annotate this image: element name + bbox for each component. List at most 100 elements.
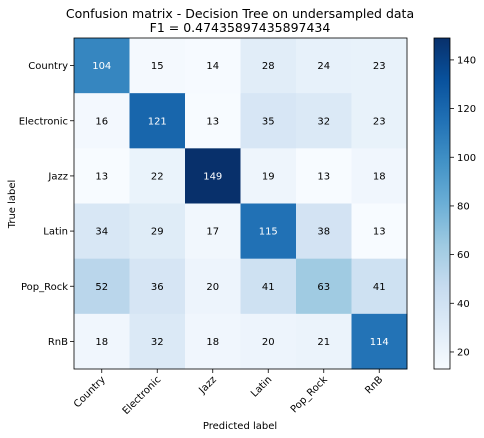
cell-value-label: 34 [95,227,108,238]
cell-value-label: 20 [262,337,275,348]
heatmap-cell [351,313,408,370]
heatmap-cell [74,313,130,370]
colorbar-tick-label: 40 [457,299,470,310]
y-axis-label: True label [7,180,18,230]
heatmap-cell [351,203,408,260]
heatmap-cell [240,203,297,260]
cell-value-label: 29 [151,227,164,238]
cell-value-label: 13 [373,227,386,238]
colorbar-tick-label: 120 [457,104,476,115]
heatmap-cell [129,93,186,149]
chart-title: Confusion matrix - Decision Tree on unde… [66,6,414,21]
heatmap-cell [129,148,186,204]
x-tick-label: Jazz [197,374,219,396]
heatmap-cell [240,38,297,94]
y-tick-label: Latin [43,227,68,238]
colorbar-tick-label: 140 [457,55,476,66]
cell-value-label: 20 [206,282,219,293]
cell-value-label: 149 [203,171,222,182]
heatmap-cell [240,93,297,149]
cell-value-label: 24 [317,61,330,72]
cell-value-label: 114 [370,337,389,348]
heatmap-cell [296,148,352,204]
plot-frame [73,37,408,370]
colorbar-tick-label: 80 [457,201,470,212]
cell-value-label: 63 [317,282,330,293]
heatmap-cell-labels: 104 15 14 28 24 23 16 121 13 35 32 23 13 22 149 19 13 18 3… [92,61,389,348]
heatmap-cell [296,93,352,149]
colorbar: 20 40 60 80 100 120 140 [433,37,476,370]
cell-value-label: 23 [373,116,386,127]
cell-value-label: 104 [92,61,111,72]
cell-value-label: 15 [151,61,164,72]
cell-value-label: 52 [95,282,108,293]
cell-value-label: 32 [151,337,164,348]
cell-value-label: 115 [259,227,278,238]
heatmap-cell [129,203,186,260]
cell-value-label: 18 [206,337,219,348]
heatmap-cell [185,313,241,370]
y-tick-label: Country [28,61,68,72]
x-tick-label: RnB [363,374,385,396]
heatmap-cell [74,93,130,149]
heatmap-cell [351,258,408,315]
cell-value-label: 17 [206,227,219,238]
heatmap-cell [351,93,408,149]
heatmap-cell [296,38,352,94]
x-axis-label: Predicted label [203,421,277,432]
heatmap-cell [129,38,186,94]
x-tick-label: Latin [249,374,274,399]
colorbar-ticks: 20 40 60 80 100 120 140 [450,55,476,358]
heatmap-cell [185,38,241,94]
cell-value-label: 18 [95,337,108,348]
colorbar-tick-label: 60 [457,250,470,261]
heatmap-cell [351,148,408,204]
heatmap-cell [74,148,130,204]
heatmap-cell [185,258,241,315]
heatmap-cell [185,148,241,204]
cell-value-label: 22 [151,171,164,182]
cell-value-label: 19 [262,171,275,182]
x-tick-label: Country [72,374,108,410]
y-tick-label: Pop_Rock [21,282,68,293]
cell-value-label: 14 [206,61,219,72]
cell-value-label: 121 [148,116,167,127]
x-tick-label: Pop_Rock [289,374,330,415]
y-tick-label: Jazz [47,171,68,182]
y-tick-label: Electronic [19,116,68,127]
heatmap-cell [351,38,408,94]
cell-value-label: 13 [317,171,330,182]
cell-value-label: 32 [317,116,330,127]
heatmap-cell [129,313,186,370]
cell-value-label: 21 [317,337,330,348]
cell-value-label: 41 [373,282,386,293]
cell-value-label: 13 [95,171,108,182]
heatmap-cell [296,313,352,370]
heatmap-cell [129,258,186,315]
y-axis-ticks: Country Electronic Jazz Latin Pop_Rock RnB [19,61,74,348]
chart-subtitle: F1 = 0.47435897435897434 [150,20,331,35]
cell-value-label: 28 [262,61,275,72]
heatmap-cell [240,313,297,370]
y-tick-label: RnB [48,337,68,348]
colorbar-tick-label: 20 [457,347,470,358]
heatmap-cell [74,203,130,260]
heatmap-cells [74,38,408,370]
cell-value-label: 35 [262,116,275,127]
heatmap-cell [74,38,130,94]
colorbar-tick-label: 100 [457,153,476,164]
heatmap-cell [185,203,241,260]
x-axis-ticks: Country Electronic Jazz Latin Pop_Rock RnB [72,369,385,417]
cell-value-label: 38 [317,227,330,238]
cell-value-label: 16 [95,116,108,127]
heatmap-cell [240,258,297,315]
cell-value-label: 41 [262,282,275,293]
colorbar-gradient [433,37,451,370]
cell-value-label: 13 [206,116,219,127]
heatmap-cell [296,258,352,315]
cell-value-label: 36 [151,282,164,293]
cell-value-label: 23 [373,61,386,72]
heatmap-cell [296,203,352,260]
